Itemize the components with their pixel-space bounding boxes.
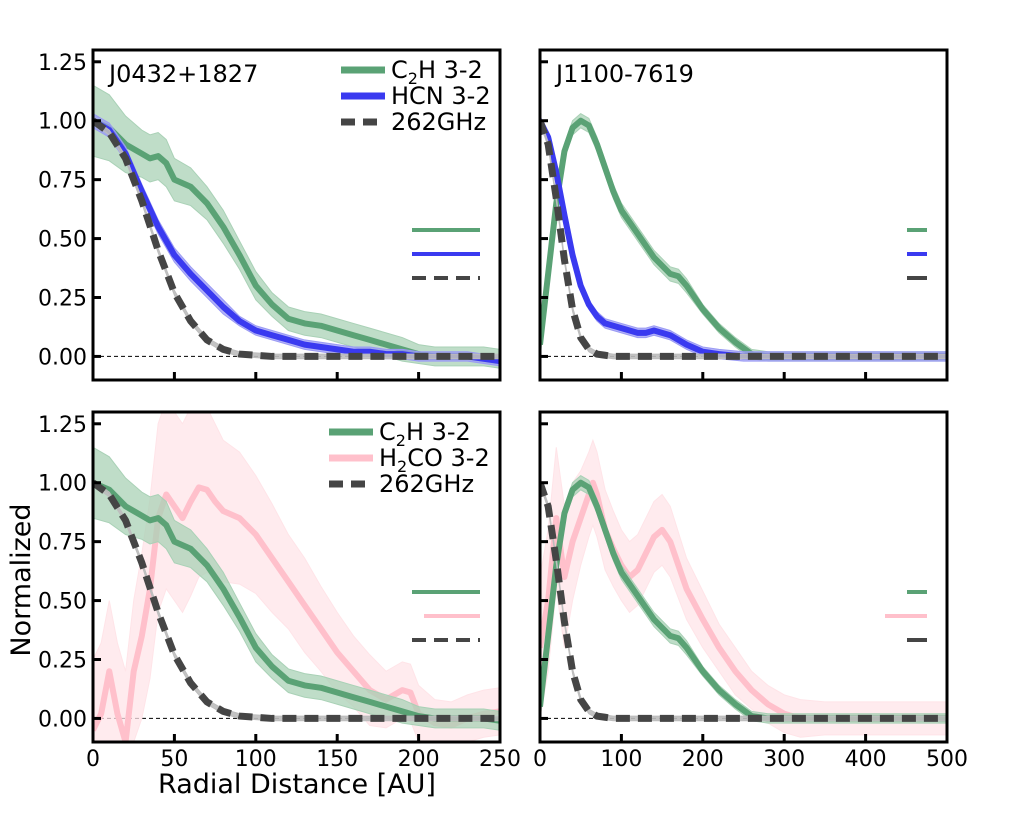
axes-frame: [538, 410, 949, 744]
panel-top-right: J1100-7619: [538, 48, 949, 382]
x-tick-label: 0: [533, 747, 547, 772]
legend-label-c2h: C2H 3-2: [379, 418, 471, 450]
x-tick-label: 250: [479, 747, 521, 772]
band-c2h: [93, 84, 500, 369]
y-axis-title: Normalized: [6, 503, 37, 656]
x-tick-label: 200: [682, 747, 724, 772]
series-cont: [540, 481, 947, 722]
x-tick-label: 200: [398, 747, 440, 772]
x-tick-label: 100: [600, 747, 642, 772]
band-h2co: [540, 438, 947, 738]
y-tick-label: 0.25: [38, 649, 87, 674]
panels: 0.00 0.25 0.50 0.75 1.00 1.25 J0432+1827 C2H 3-…: [38, 48, 968, 772]
band-c2h: [93, 446, 500, 731]
legend-label-cont: 262GHz: [379, 470, 474, 498]
series-cont: [93, 117, 500, 360]
x-tick-label: 400: [845, 747, 887, 772]
panel-bottom-left: 0 50 100 150 200 250 0.00 0.25 0.50 0.75 1.00 1.25 C…: [38, 410, 521, 772]
plot-area: [93, 84, 500, 369]
y-tick-label: 0.50: [38, 590, 87, 615]
plot-area: [540, 438, 947, 738]
axes-frame: [91, 410, 502, 744]
legend-label-c2h: C2H 3-2: [391, 56, 483, 88]
y-tick-label: 0.00: [38, 707, 87, 732]
x-axis-title: Radial Distance [AU]: [158, 769, 436, 800]
series-h2co: [93, 484, 500, 742]
band-hcn: [540, 115, 947, 362]
panel-title: J0432+1827: [107, 60, 258, 88]
x-tick-label: 150: [316, 747, 358, 772]
series-cont: [93, 479, 500, 722]
y-tick-label: 0.75: [38, 531, 87, 556]
x-tick-label: 500: [926, 747, 968, 772]
y-tick-label: 1.00: [38, 110, 87, 135]
y-tick-label: 1.25: [38, 51, 87, 76]
x-tick-label: 100: [235, 747, 277, 772]
band-hcn: [93, 113, 500, 367]
x-tick-label: 300: [763, 747, 805, 772]
x-tick-label: 0: [86, 747, 100, 772]
panel-top-left: 0.00 0.25 0.50 0.75 1.00 1.25 J0432+1827 C2H 3-…: [38, 48, 502, 382]
axes-frame: [91, 48, 502, 382]
plot-area: [540, 113, 947, 362]
y-tick-label: 0.75: [38, 169, 87, 194]
y-tick-label: 0.50: [38, 228, 87, 253]
y-tick-label: 1.25: [38, 413, 87, 438]
panel-title: J1100-7619: [554, 60, 694, 88]
series-cont: [540, 119, 947, 360]
panel-bottom-right: 0 100 200 300 400 500: [533, 410, 968, 772]
y-tick-label: 0.25: [38, 287, 87, 312]
plot-area: [93, 412, 500, 742]
y-tick-label: 0.00: [38, 345, 87, 370]
x-tick-label: 50: [160, 747, 188, 772]
legend-label-cont: 262GHz: [391, 108, 486, 136]
legend-label-hcn: HCN 3-2: [391, 82, 491, 110]
legend-label-h2co: H2CO 3-2: [379, 444, 490, 476]
axes-frame: [538, 48, 949, 382]
y-tick-label: 1.00: [38, 472, 87, 497]
